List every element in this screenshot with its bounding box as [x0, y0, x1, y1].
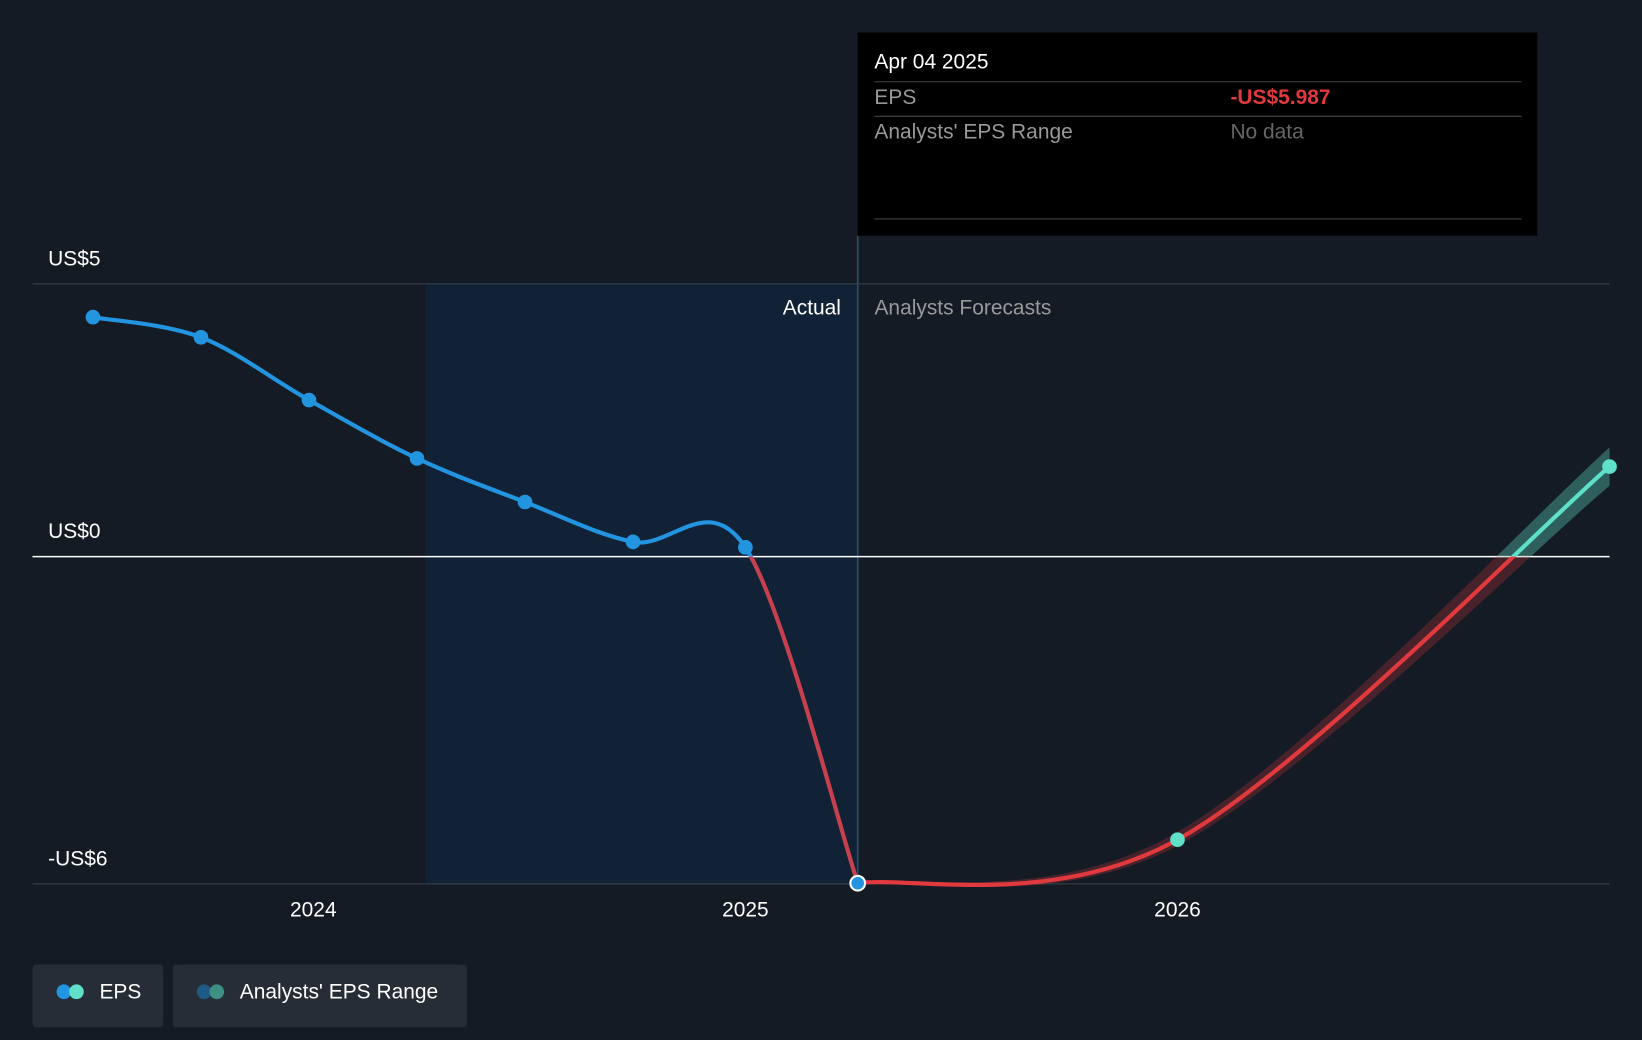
y-tick-label: -US$6: [48, 847, 107, 870]
eps-line: [748, 556, 860, 884]
legend-swatch: [69, 984, 84, 1000]
tooltip: Apr 04 2025 EPS -US$5.987 Analysts' EPS …: [857, 32, 1538, 236]
tooltip-label: EPS: [874, 86, 916, 109]
data-point: [301, 392, 317, 408]
region-label: Analysts Forecasts: [874, 297, 1051, 320]
plot-background: Actual Analysts Forecasts US$5 US$0 -US$6 202…: [32, 235, 1610, 922]
eps-line: [857, 556, 1517, 888]
legend: EPS Analysts' EPS Range: [32, 964, 468, 1028]
tooltip-label: Analysts' EPS Range: [874, 121, 1072, 144]
data-point: [85, 309, 101, 325]
region-label: Actual: [783, 297, 841, 320]
tooltip-box: [857, 32, 1538, 236]
data-point: [738, 540, 753, 555]
x-tick-label: 2025: [722, 899, 769, 922]
legend-item[interactable]: [32, 964, 164, 1028]
data-point: [517, 494, 533, 510]
y-tick-label: US$0: [48, 520, 100, 543]
plot: [85, 309, 1617, 892]
legend-swatch: [209, 984, 225, 1000]
data-point: [1602, 459, 1617, 474]
y-tick-label: US$5: [48, 247, 100, 270]
data-point: [625, 534, 641, 550]
data-point: [849, 874, 867, 892]
tooltip-value: -US$5.987: [1230, 86, 1330, 109]
data-point: [1170, 832, 1185, 848]
x-tick-label: 2026: [1154, 899, 1201, 922]
range-band: [857, 556, 1531, 887]
legend-swatch: [196, 984, 212, 1000]
legend-label: Analysts' EPS Range: [240, 980, 438, 1003]
legend-item[interactable]: [172, 964, 468, 1028]
actual-region: [425, 283, 858, 884]
tooltip-value: No data: [1230, 121, 1304, 144]
tooltip-date: Apr 04 2025: [874, 50, 988, 73]
x-tick-label: 2024: [290, 899, 337, 922]
eps-line: [92, 315, 754, 557]
range-band: [1496, 447, 1610, 557]
eps-line: [1510, 465, 1611, 557]
data-point: [409, 451, 425, 466]
legend-label: EPS: [99, 980, 141, 1003]
legend-swatch: [56, 984, 72, 1000]
data-point: [193, 329, 209, 345]
